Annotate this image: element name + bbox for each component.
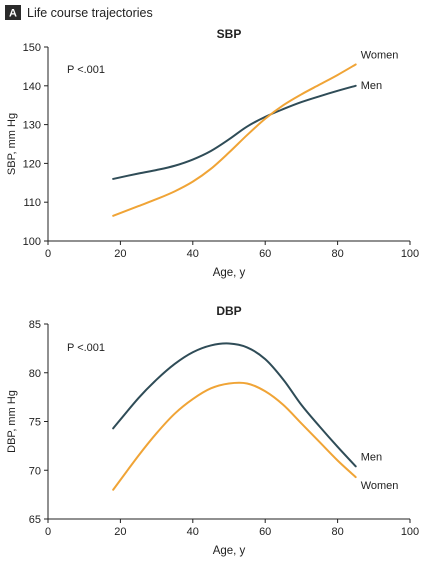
panel-label: A [9,8,17,20]
series-label-women: Women [361,480,399,492]
y-axis-label: SBP, mm Hg [6,113,18,175]
series-label-women: Women [361,49,399,61]
x-tick-label: 40 [187,248,199,260]
x-axis-label: Age, y [213,267,246,279]
x-tick-label: 80 [331,248,343,260]
y-tick-label: 65 [29,514,41,526]
x-tick-label: 20 [114,526,126,538]
x-tick-label: 40 [187,526,199,538]
x-tick-label: 100 [401,526,419,538]
y-tick-label: 75 [29,417,41,429]
x-tick-label: 100 [401,248,419,260]
x-tick-label: 60 [259,526,271,538]
y-tick-label: 150 [23,42,41,54]
y-tick-label: 120 [23,158,41,170]
p-value-annotation: P <.001 [67,64,105,76]
x-axis-label: Age, y [213,545,246,557]
sbp-chart: 100 110 120 130 140 150 0 20 40 60 80 100 SBP Age, y S… [6,27,419,279]
y-tick-label: 110 [23,197,41,209]
x-tick-label: 20 [114,248,126,260]
figure-title: Life course trajectories [27,6,153,20]
y-axis-label: DBP, mm Hg [6,390,18,453]
panel-label-box [5,5,21,20]
x-tick-label: 0 [45,248,51,260]
chart-title: DBP [216,304,241,318]
y-tick-label: 80 [29,368,41,380]
series-label-men: Men [361,80,382,92]
series-line-men [112,342,357,468]
y-tick-label: 70 [29,465,41,477]
series-line-women [112,381,357,491]
series-label-men: Men [361,451,382,463]
y-tick-label: 85 [29,319,41,331]
chart-title: SBP [217,27,242,41]
y-tick-label: 140 [23,81,41,93]
x-tick-label: 60 [259,248,271,260]
series-line-women [112,63,357,217]
series-line-men [112,84,357,180]
x-tick-label: 0 [45,526,51,538]
p-value-annotation: P <.001 [67,342,105,354]
y-tick-label: 130 [23,120,41,132]
x-tick-label: 80 [331,526,343,538]
dbp-chart: 65 70 75 80 85 0 20 40 60 80 100 DBP Age, y DBP, mm H… [6,304,419,557]
y-tick-label: 100 [23,236,41,248]
